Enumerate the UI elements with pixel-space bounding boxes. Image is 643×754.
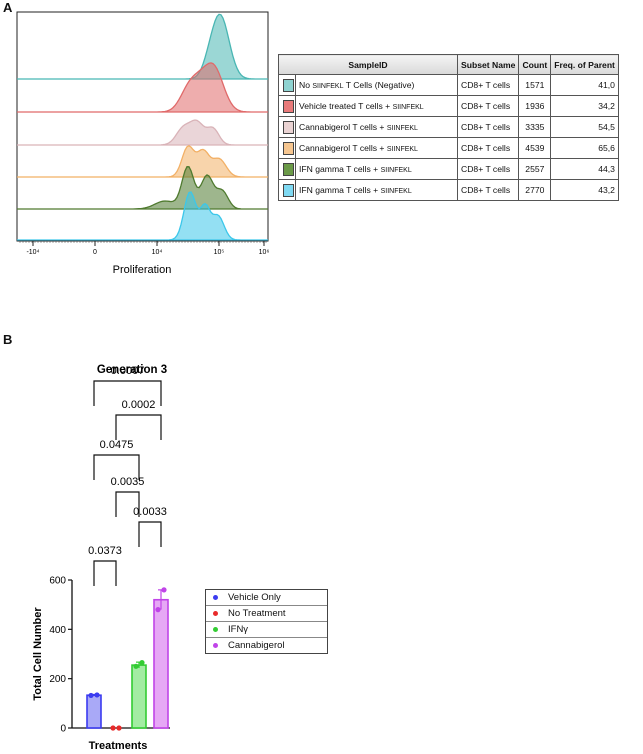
row-sample-id: IFN gamma T cells + SIINFEKL [295,179,458,201]
row-freq-of-parent: 34,2 [550,95,619,117]
bar-2 [131,664,147,729]
histogram-tick-label: 10⁴ [152,249,163,256]
legend-marker [213,595,218,600]
row-freq-of-parent: 43,2 [550,179,619,201]
p-value-label: 0.0007 [111,365,145,377]
row-sample-id: No SIINFEKL T Cells (Negative) [295,74,458,96]
legend-label: Cannabigerol [228,640,285,651]
legend-label: IFNγ [228,624,249,635]
table-row: Cannabigerol T cells + SIINFEKL CD8+ T ce… [278,137,619,159]
row-sample-id: IFN gamma T cells + SIINFEKL [295,158,458,180]
row-count: 1936 [518,95,552,117]
histogram-xlabel: Proliferation [113,264,172,276]
row-subset-name: CD8+ T cells [456,137,520,159]
row-color-swatch [278,95,296,117]
row-color-swatch [278,116,296,138]
row-freq-of-parent: 41,0 [550,74,619,96]
table-row: Vehicle treated T cells + SIINFEKL CD8+ T… [278,95,619,117]
bar-0 [86,694,102,729]
row-sample-id: Cannabigerol T cells + SIINFEKL [295,137,458,159]
row-subset-name: CD8+ T cells [456,179,520,201]
panel-a-label: A [3,0,13,15]
significance-bracket [115,414,162,440]
data-point [161,587,167,593]
significance-bracket [138,521,162,547]
histogram-series-6 [17,191,268,241]
row-color-swatch [278,158,296,180]
chart-legend: Vehicle Only No Treatment IFNγ Cannabigerol [205,589,328,654]
histogram-tick-label: -10⁴ [26,249,39,256]
significance-bracket [93,380,162,406]
legend-item: IFNγ [206,621,327,637]
proliferation-histogram: -10⁴ 0 10⁴ 10⁵ 10⁶ Proliferation [16,11,270,276]
row-freq-of-parent: 44,3 [550,158,619,180]
y-tick-label: 600 [49,576,66,587]
row-sample-id: Vehicle treated T cells + SIINFEKL [295,95,458,117]
legend-marker [213,611,218,616]
significance-bracket [93,454,140,480]
data-point [155,607,161,613]
legend-marker [213,643,218,648]
row-subset-name: CD8+ T cells [456,116,520,138]
y-tick-label: 0 [60,724,66,735]
row-count: 1571 [518,74,552,96]
p-value-label: 0.0373 [88,545,122,557]
legend-item: Vehicle Only [206,590,327,605]
histogram-series-3 [17,119,268,146]
table-row: Cannabigerol T cells + SIINFEKL CD8+ T ce… [278,116,619,138]
table-header-sampleid: SampleID [278,54,458,75]
row-color-swatch [278,179,296,201]
histogram-tick-label: 10⁵ [214,249,225,256]
row-subset-name: CD8+ T cells [456,95,520,117]
bar-3 [153,598,169,729]
table-row: IFN gamma T cells + SIINFEKL CD8+ T cells… [278,158,619,180]
x-axis-label: Treatments [89,740,148,752]
histogram-tick-label: 0 [93,249,97,256]
data-point [116,725,122,731]
legend-item: No Treatment [206,605,327,621]
row-sample-id: Cannabigerol T cells + SIINFEKL [295,116,458,138]
table-header-count: Count [518,54,552,75]
legend-marker [213,627,218,632]
p-value-label: 0.0475 [100,439,134,451]
y-tick-label: 200 [49,674,66,685]
row-count: 2770 [518,179,552,201]
row-color-swatch [278,137,296,159]
p-value-label: 0.0035 [111,476,145,488]
data-point [94,692,100,698]
data-point [88,692,94,699]
histogram-series-4 [17,145,268,178]
row-freq-of-parent: 54,5 [550,116,619,138]
data-point [110,725,116,731]
histogram-tick-label: 10⁶ [259,249,270,256]
row-freq-of-parent: 65,6 [550,137,619,159]
y-tick-label: 400 [49,625,66,636]
p-value-label: 0.0002 [122,399,156,411]
legend-item: Cannabigerol [206,637,327,653]
row-count: 3335 [518,116,552,138]
row-subset-name: CD8+ T cells [456,158,520,180]
significance-bracket [115,491,140,517]
row-subset-name: CD8+ T cells [456,74,520,96]
p-value-label: 0.0033 [133,506,167,518]
chart-title: Generation 3 [97,364,167,376]
row-count: 4539 [518,137,552,159]
legend-label: No Treatment [228,608,286,619]
population-table: SampleID Subset Name Count Freq. of Pare… [278,54,619,201]
generation-3-bar-chart: Generation 3 0 200 400 600 0.0373 0.0033 0.00… [32,364,170,752]
table-row: No SIINFEKL T Cells (Negative) CD8+ T cel… [278,74,619,96]
row-count: 2557 [518,158,552,180]
data-point [133,663,139,669]
histogram-series-1 [17,13,268,80]
table-header-subset: Subset Name [456,54,520,75]
panel-b-label: B [3,332,13,347]
table-header-row: SampleID Subset Name Count Freq. of Pare… [278,54,619,75]
data-point [139,660,145,666]
y-axis-label: Total Cell Number [32,607,44,701]
table-header-freq: Freq. of Parent [550,54,619,75]
significance-bracket [93,560,117,586]
row-color-swatch [278,74,296,96]
table-row: IFN gamma T cells + SIINFEKL CD8+ T cells… [278,179,619,201]
legend-label: Vehicle Only [228,592,281,603]
